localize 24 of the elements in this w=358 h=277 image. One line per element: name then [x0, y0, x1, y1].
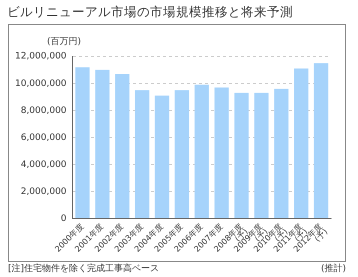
bar [95, 70, 110, 218]
bar [194, 84, 209, 218]
text: (推計) [320, 262, 346, 275]
bar [254, 92, 269, 218]
y-tick-label: 8,000,000 [20, 106, 67, 116]
bar [154, 96, 170, 218]
bar [75, 67, 90, 218]
bar [174, 90, 190, 218]
bar [115, 74, 130, 218]
y-tick-label: 6,000,000 [20, 132, 67, 143]
bar [274, 88, 288, 218]
text: [注]住宅物件を除く完成工事高ベース [8, 262, 160, 275]
y-tick-label: 2,000,000 [20, 186, 67, 197]
bar [234, 92, 249, 218]
y-axis-title: (百万円) [47, 36, 82, 48]
y-tick-label: 12,000,000 [15, 52, 67, 62]
y-tick-label: 10,000,000 [15, 78, 67, 89]
bar [314, 63, 328, 218]
y-tick-label: 0 [60, 214, 67, 224]
bar [294, 68, 308, 218]
bar [214, 87, 229, 218]
chart-title: ビルリニューアル市場の市場規模推移と将来予測 [7, 4, 293, 21]
y-tick-label: 4,000,000 [20, 160, 67, 170]
bar [134, 90, 150, 218]
